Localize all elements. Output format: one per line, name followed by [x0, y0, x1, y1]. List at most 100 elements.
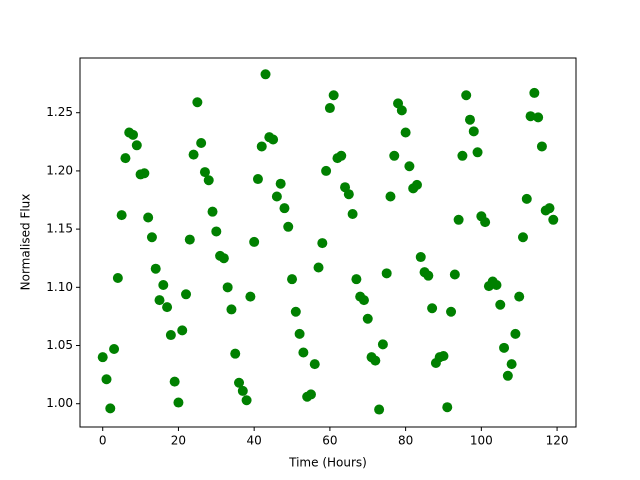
point	[268, 134, 279, 145]
point	[165, 330, 176, 341]
point	[464, 114, 475, 125]
x-tick-label: 100	[470, 434, 493, 448]
point	[256, 141, 267, 152]
point	[196, 137, 207, 148]
point	[548, 214, 559, 225]
point	[321, 165, 332, 176]
point	[279, 203, 290, 214]
point	[211, 226, 222, 237]
point	[173, 397, 184, 408]
plot-frame	[79, 57, 577, 428]
x-tick-label: 20	[171, 434, 186, 448]
point	[252, 174, 263, 185]
point	[423, 270, 434, 281]
point	[203, 175, 214, 186]
point	[146, 232, 157, 243]
point	[381, 268, 392, 279]
point	[226, 304, 237, 315]
point	[491, 279, 502, 290]
point	[245, 291, 256, 302]
point	[336, 150, 347, 161]
point	[283, 221, 294, 232]
point	[472, 147, 483, 158]
point	[457, 150, 468, 161]
point	[347, 208, 358, 219]
point	[374, 404, 385, 415]
point	[101, 374, 112, 385]
point	[230, 348, 241, 359]
point	[358, 295, 369, 306]
point	[128, 129, 139, 140]
point	[499, 342, 510, 353]
point	[480, 217, 491, 228]
x-tick-label: 60	[322, 434, 337, 448]
point	[506, 359, 517, 370]
y-tick-label: 1.20	[46, 163, 73, 177]
point	[510, 328, 521, 339]
point	[536, 141, 547, 152]
point	[181, 289, 192, 300]
point	[324, 103, 335, 114]
x-tick-label: 0	[99, 434, 107, 448]
point	[343, 189, 354, 200]
y-tick-label: 1.00	[46, 396, 73, 410]
point	[139, 168, 150, 179]
x-tick-label: 80	[398, 434, 413, 448]
y-tick-label: 1.10	[46, 280, 73, 294]
point	[184, 234, 195, 245]
point	[298, 347, 309, 358]
point	[131, 140, 142, 151]
y-tick-label: 1.05	[46, 338, 73, 352]
point	[177, 325, 188, 336]
point	[438, 350, 449, 361]
point	[400, 127, 411, 138]
point	[396, 105, 407, 116]
point	[442, 402, 453, 413]
point	[415, 252, 426, 263]
point	[362, 313, 373, 324]
point	[237, 385, 248, 396]
point	[370, 355, 381, 366]
point	[446, 306, 457, 317]
point	[199, 167, 210, 178]
point	[271, 191, 282, 202]
point	[468, 126, 479, 137]
point	[305, 389, 316, 400]
point	[154, 295, 165, 306]
x-axis-label: Time (Hours)	[288, 456, 367, 470]
point	[502, 370, 513, 381]
point	[112, 273, 123, 284]
point	[495, 299, 506, 310]
point	[116, 210, 127, 221]
point	[453, 214, 464, 225]
point	[385, 191, 396, 202]
point	[150, 263, 161, 274]
point	[158, 279, 169, 290]
point	[427, 303, 438, 314]
point	[317, 238, 328, 249]
point	[529, 87, 540, 98]
point	[517, 232, 528, 243]
point	[143, 212, 154, 223]
point	[234, 377, 245, 388]
point	[120, 153, 131, 164]
point	[105, 403, 116, 414]
point	[544, 203, 555, 214]
point	[290, 306, 301, 317]
point	[389, 150, 400, 161]
point	[207, 206, 218, 217]
point	[351, 274, 362, 285]
x-tick-label: 40	[247, 434, 262, 448]
point	[377, 339, 388, 350]
x-tick-label: 120	[546, 434, 569, 448]
point	[309, 359, 320, 370]
y-axis-label: Normalised Flux	[19, 194, 33, 291]
point	[249, 236, 260, 247]
point	[533, 112, 544, 123]
point	[411, 179, 422, 190]
point	[169, 376, 180, 387]
y-tick-label: 1.25	[46, 105, 73, 119]
point	[313, 262, 324, 273]
